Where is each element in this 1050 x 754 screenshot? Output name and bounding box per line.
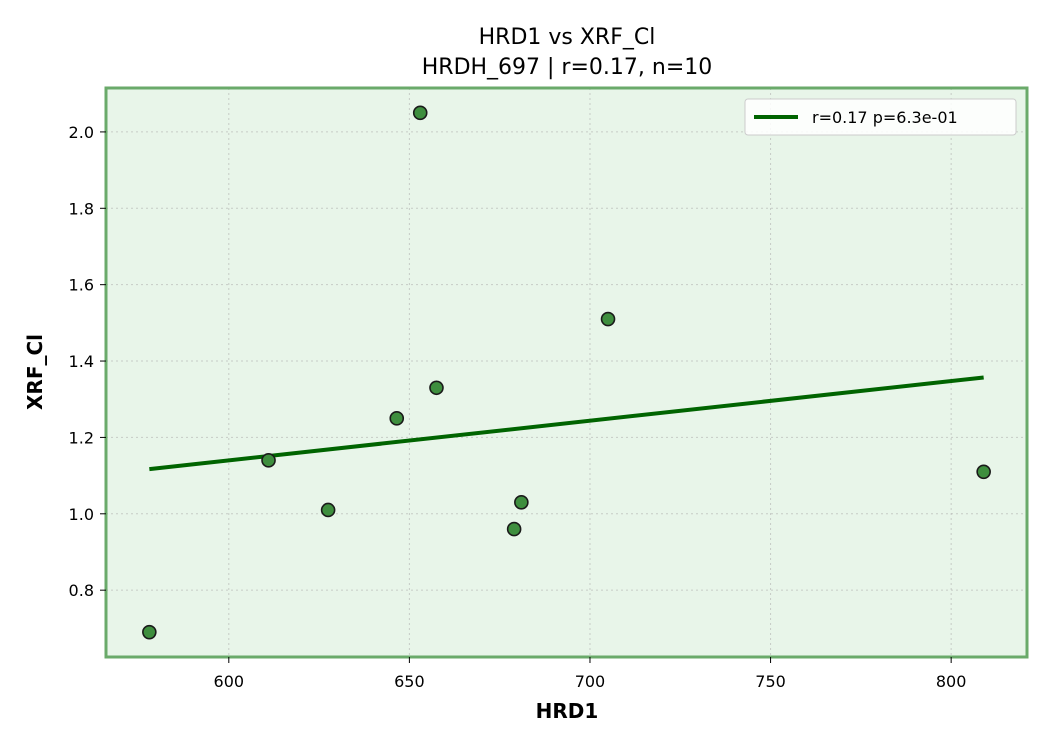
- x-axis: 600 650 700 750 800: [214, 657, 967, 691]
- data-point: [142, 624, 157, 640]
- y-tick-label: 1.4: [69, 352, 94, 371]
- data-point: [412, 105, 428, 121]
- chart-subtitle: HRDH_697 | r=0.17, n=10: [422, 55, 713, 80]
- data-point: [389, 411, 405, 426]
- legend-label: r=0.17 p=6.3e-01: [812, 108, 958, 127]
- chart-title: HRD1 vs XRF_Cl: [479, 25, 656, 50]
- x-tick-label: 600: [214, 672, 245, 691]
- x-axis-label: HRD1: [536, 699, 599, 723]
- legend-box: [744, 98, 1017, 136]
- y-tick-label: 2.0: [69, 123, 94, 142]
- plot-area: [106, 88, 1027, 657]
- data-point: [506, 521, 522, 537]
- data-point: [320, 502, 336, 518]
- x-tick-label: 800: [936, 672, 967, 691]
- data-point: [514, 495, 529, 510]
- legend: r=0.17 p=6.3e-01: [744, 98, 1017, 136]
- x-tick-label: 650: [394, 672, 425, 691]
- data-point: [600, 311, 616, 327]
- regression-line: [149, 375, 984, 472]
- y-tick-label: 1.8: [69, 199, 94, 218]
- data-point: [261, 453, 276, 468]
- grid-lines: [106, 88, 1027, 657]
- x-tick-label: 750: [755, 672, 786, 691]
- data-point: [429, 380, 444, 396]
- plot-frame: [104, 86, 1029, 659]
- y-tick-label: 1.2: [69, 428, 94, 447]
- y-tick-label: 1.6: [69, 276, 94, 295]
- y-axis-label: XRF_Cl: [23, 334, 47, 410]
- fit-line-group: [149, 375, 984, 472]
- x-tick-label: 700: [575, 672, 606, 691]
- data-points: [142, 105, 991, 640]
- y-tick-label: 0.8: [69, 581, 94, 600]
- y-axis: 0.8 1.0 1.2 1.4 1.6 1.8 2.0: [69, 123, 106, 600]
- y-tick-label: 1.0: [69, 505, 94, 524]
- data-point: [976, 464, 991, 480]
